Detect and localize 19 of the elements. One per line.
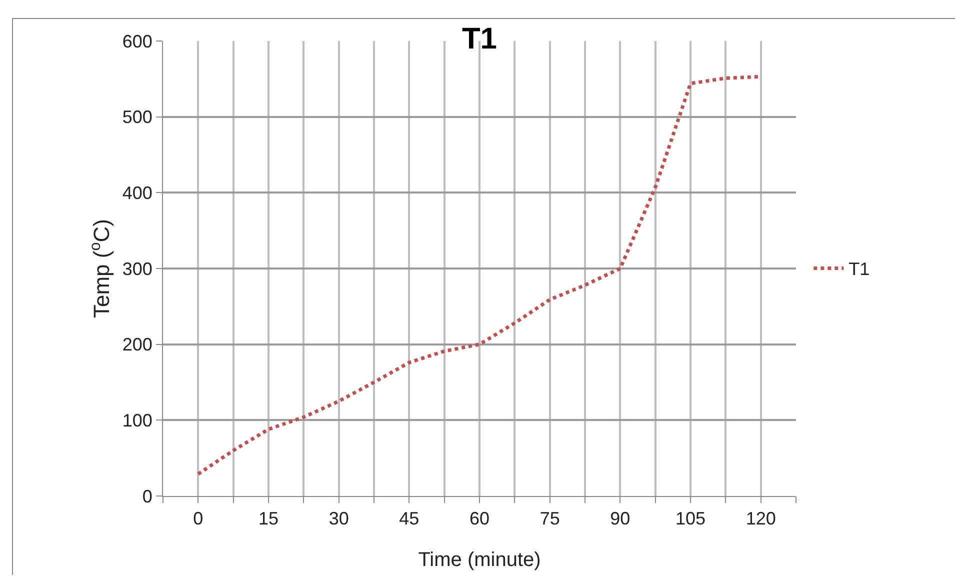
x-tick-label: 60: [469, 508, 490, 529]
y-tick-label: 500: [122, 107, 152, 128]
x-tick-label: 105: [675, 508, 706, 529]
chart-title: T1: [462, 22, 498, 56]
x-tick-label: 120: [746, 508, 776, 529]
y-tick-label: 400: [122, 182, 152, 203]
y-tick-label: 600: [122, 31, 152, 52]
y-tick-label: 300: [122, 258, 152, 279]
y-tick-label: 100: [122, 410, 152, 430]
x-tick-label: 0: [193, 508, 204, 529]
legend-label: T1: [848, 259, 870, 280]
x-tick-label: 90: [610, 508, 630, 529]
y-tick-label: 200: [122, 334, 152, 355]
x-tick-label: 75: [540, 508, 560, 529]
x-axis-title: Time (minute): [418, 549, 541, 571]
x-tick-label: 30: [328, 508, 349, 529]
y-tick-label: 0: [142, 486, 152, 506]
x-tick-label: 15: [258, 508, 279, 529]
x-tick-label: 45: [399, 508, 420, 529]
